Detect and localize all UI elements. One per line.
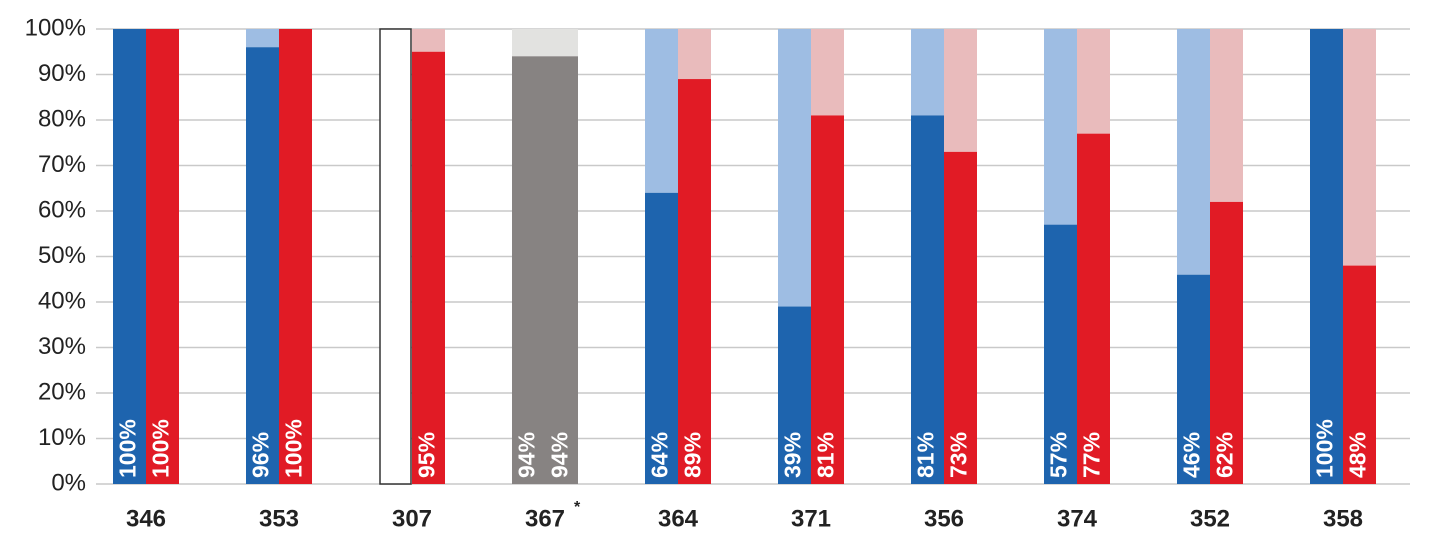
y-tick-label: 20% [38,378,86,405]
y-tick-label: 60% [38,196,86,223]
value-label: 57% [1046,432,1072,478]
bar [645,192,678,485]
x-tick-label: 346 [126,505,166,532]
bar-remainder [944,29,977,152]
bar [545,56,578,485]
value-label: 89% [680,432,706,478]
bar [778,306,811,484]
bar [1044,224,1077,484]
x-tick-label: 374 [1057,505,1098,532]
value-label: 96% [248,432,274,478]
x-tick-label: 356 [924,505,964,532]
bar [1310,29,1343,484]
y-tick-label: 100% [25,14,86,41]
value-label: 46% [1179,432,1205,478]
value-label: 77% [1079,432,1105,478]
bar [944,151,977,484]
bar-remainder [1210,29,1243,202]
y-tick-label: 50% [38,242,86,269]
y-tick-label: 80% [38,105,86,132]
x-tick-label: 353 [259,505,299,532]
bar [279,29,312,484]
bar-remainder [1044,29,1077,225]
bar [512,56,545,485]
y-tick-label: 40% [38,287,86,314]
bar [113,29,146,484]
value-label: 48% [1345,432,1371,478]
bar-remainder [778,29,811,307]
bar [678,79,711,485]
value-label: 94% [547,432,573,478]
bar-remainder [1177,29,1210,275]
bar-remainder [412,29,445,52]
value-label: 64% [647,432,673,478]
bar [246,47,279,484]
bar-remainder [1343,29,1376,266]
value-label: 100% [1312,419,1338,478]
bar-remainder [911,29,944,116]
bar [1077,133,1110,484]
value-label: 100% [148,419,174,478]
empty-bar [379,28,412,485]
value-label: 81% [913,432,939,478]
x-tick-label: 358 [1323,505,1363,532]
value-label: 94% [514,432,540,478]
bar-remainder [811,29,844,116]
bar-remainder [678,29,711,80]
x-tick-label: 371 [791,505,831,532]
x-tick-label: 364 [658,505,699,532]
x-tick-label: 367 [525,505,565,532]
value-label: 73% [946,432,972,478]
bar-remainder [512,29,545,57]
annotation: * [574,499,581,516]
y-tick-label: 70% [38,151,86,178]
value-label: 100% [115,419,141,478]
y-tick-label: 0% [51,469,86,496]
y-tick-label: 30% [38,333,86,360]
value-label: 81% [813,432,839,478]
y-tick-label: 90% [38,60,86,87]
x-tick-label: 352 [1190,505,1230,532]
bar-remainder [1077,29,1110,134]
value-label: 39% [780,432,806,478]
x-tick-label: 307 [392,505,432,532]
bar [412,51,445,484]
bar-remainder [545,29,578,57]
value-label: 95% [414,432,440,478]
bar-remainder [645,29,678,193]
bar [1210,201,1243,484]
bar [811,115,844,484]
y-tick-label: 10% [38,424,86,451]
value-label: 62% [1212,432,1238,478]
bar [911,115,944,484]
value-label: 100% [281,419,307,478]
bar [1343,265,1376,484]
bar [1177,274,1210,484]
bar [146,29,179,484]
bar-remainder [246,29,279,48]
